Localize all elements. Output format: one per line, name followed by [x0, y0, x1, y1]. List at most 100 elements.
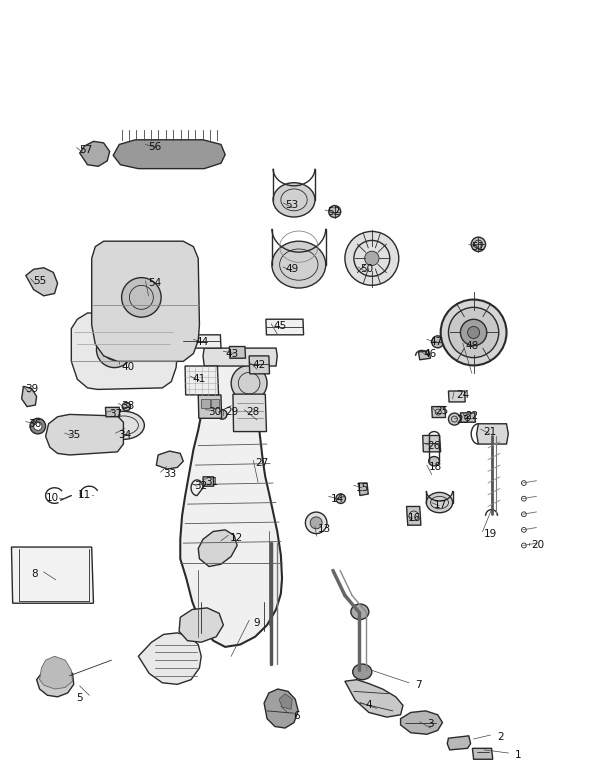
Text: 42: 42: [253, 361, 266, 370]
Circle shape: [345, 231, 399, 285]
Polygon shape: [279, 694, 292, 709]
Circle shape: [460, 319, 487, 346]
Circle shape: [448, 307, 499, 357]
Text: 50: 50: [361, 264, 374, 274]
Text: 40: 40: [121, 362, 134, 371]
Text: 45: 45: [274, 321, 287, 332]
Polygon shape: [431, 407, 445, 418]
Ellipse shape: [429, 457, 439, 466]
Text: 32: 32: [194, 481, 208, 491]
Text: 5: 5: [76, 693, 83, 702]
Circle shape: [231, 365, 267, 401]
Circle shape: [305, 512, 327, 533]
Ellipse shape: [272, 241, 326, 288]
Polygon shape: [211, 399, 219, 408]
Text: 20: 20: [531, 540, 544, 551]
Text: 36: 36: [28, 419, 41, 429]
Polygon shape: [476, 424, 508, 444]
Text: 33: 33: [163, 469, 176, 479]
Circle shape: [97, 332, 133, 368]
Text: 8: 8: [32, 569, 38, 579]
Text: 56: 56: [148, 142, 161, 152]
Circle shape: [30, 418, 46, 434]
Polygon shape: [266, 319, 304, 335]
Circle shape: [365, 251, 379, 266]
Ellipse shape: [273, 183, 315, 217]
Circle shape: [122, 278, 161, 317]
Circle shape: [431, 335, 443, 348]
Text: 30: 30: [208, 407, 221, 417]
Polygon shape: [22, 386, 37, 407]
Text: 6: 6: [293, 711, 301, 720]
Text: 27: 27: [256, 457, 269, 468]
Polygon shape: [46, 414, 124, 455]
Text: 55: 55: [33, 276, 46, 286]
Ellipse shape: [103, 411, 145, 439]
Polygon shape: [113, 140, 225, 169]
Polygon shape: [423, 436, 440, 452]
Text: 4: 4: [365, 700, 372, 709]
Circle shape: [217, 410, 227, 419]
Text: 10: 10: [46, 493, 59, 503]
Text: 9: 9: [254, 618, 260, 628]
Polygon shape: [80, 142, 110, 167]
Polygon shape: [229, 346, 245, 358]
Polygon shape: [233, 394, 266, 432]
Polygon shape: [185, 366, 218, 395]
Text: 23: 23: [456, 415, 469, 425]
Polygon shape: [71, 313, 177, 389]
Circle shape: [440, 300, 506, 365]
Polygon shape: [460, 413, 475, 422]
Polygon shape: [92, 241, 199, 361]
Text: 39: 39: [25, 384, 38, 393]
Polygon shape: [203, 348, 277, 366]
Text: 26: 26: [427, 440, 440, 450]
Circle shape: [467, 327, 479, 339]
Text: 37: 37: [109, 410, 122, 419]
Text: 18: 18: [429, 462, 443, 472]
Text: 53: 53: [286, 200, 299, 210]
Text: 34: 34: [118, 430, 131, 440]
Text: 21: 21: [483, 426, 496, 436]
Polygon shape: [359, 483, 368, 496]
Text: 17: 17: [434, 500, 447, 510]
Text: 44: 44: [196, 337, 209, 347]
Circle shape: [329, 206, 341, 217]
Text: 57: 57: [79, 145, 92, 155]
Text: 16: 16: [409, 513, 422, 523]
Text: 14: 14: [331, 493, 344, 504]
Polygon shape: [139, 633, 201, 684]
Ellipse shape: [351, 604, 369, 619]
Text: 43: 43: [226, 349, 239, 359]
Text: 49: 49: [286, 264, 299, 274]
Polygon shape: [249, 356, 269, 374]
Text: 51: 51: [471, 242, 484, 252]
Polygon shape: [180, 360, 282, 647]
Text: 15: 15: [356, 482, 370, 493]
Polygon shape: [198, 530, 237, 566]
Circle shape: [448, 413, 460, 425]
Text: 48: 48: [465, 341, 478, 351]
Text: 11: 11: [78, 490, 91, 500]
Polygon shape: [37, 665, 74, 697]
Ellipse shape: [427, 493, 452, 513]
Circle shape: [310, 517, 322, 529]
Text: 29: 29: [226, 407, 239, 417]
Polygon shape: [183, 335, 221, 348]
Text: 47: 47: [429, 337, 443, 347]
Circle shape: [34, 422, 42, 430]
Text: 13: 13: [317, 524, 331, 534]
Text: 52: 52: [328, 207, 341, 217]
Text: 7: 7: [415, 680, 421, 691]
Text: 38: 38: [121, 401, 134, 411]
Text: 19: 19: [484, 529, 497, 539]
Polygon shape: [198, 395, 221, 418]
Polygon shape: [157, 451, 183, 469]
Polygon shape: [407, 507, 421, 526]
Text: 35: 35: [67, 430, 80, 440]
Polygon shape: [472, 748, 493, 759]
Circle shape: [471, 237, 485, 252]
Circle shape: [122, 403, 131, 411]
Text: 22: 22: [465, 411, 478, 421]
Polygon shape: [448, 391, 465, 402]
